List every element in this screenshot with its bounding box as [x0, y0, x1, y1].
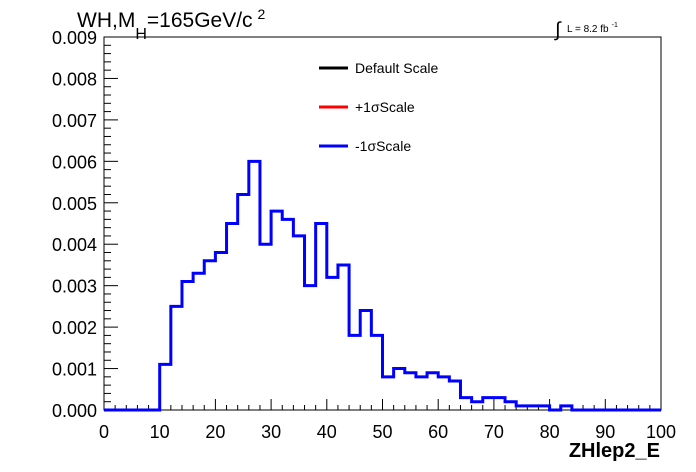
luminosity-integral: ∫ — [554, 19, 562, 41]
x-tick-label: 40 — [317, 422, 337, 442]
legend-label: +1σScale — [355, 99, 415, 115]
y-tick-label: 0.009 — [52, 28, 97, 48]
x-tick-label: 90 — [595, 422, 615, 442]
x-axis-label: ZHlep2_E — [569, 440, 660, 462]
series-line — [104, 159, 661, 412]
y-tick-label: 0.001 — [52, 360, 97, 380]
y-tick-label: 0.006 — [52, 152, 97, 172]
chart-title-rest: =165GeV/c — [147, 9, 253, 32]
x-tick-label: 30 — [261, 422, 281, 442]
series-group — [104, 159, 661, 412]
chart-title: WH,MH=165GeV/c 2 — [77, 6, 266, 43]
axis-ticks — [103, 36, 662, 411]
x-tick-label: 50 — [372, 422, 392, 442]
x-tick-label: 20 — [205, 422, 225, 442]
chart-title-subscript: H — [135, 26, 147, 43]
legend-label: Default Scale — [355, 60, 438, 76]
y-tick-label: 0.002 — [52, 318, 97, 338]
x-tick-label: 0 — [99, 422, 109, 442]
y-tick-label: 0.000 — [52, 401, 97, 421]
luminosity-label: L = 8.2 fb -1 — [567, 22, 618, 35]
luminosity-superscript: -1 — [612, 22, 618, 29]
y-tick-label: 0.004 — [52, 235, 97, 255]
x-tick-label: 60 — [428, 422, 448, 442]
legend-label: -1σScale — [355, 138, 411, 154]
x-tick-label: 80 — [540, 422, 560, 442]
y-tick-label: 0.008 — [52, 69, 97, 89]
y-tick-label: 0.007 — [52, 111, 97, 131]
chart-title-superscript: 2 — [258, 6, 266, 22]
y-tick-label: 0.003 — [52, 277, 97, 297]
x-tick-label: 100 — [646, 422, 676, 442]
y-tick-label: 0.005 — [52, 194, 97, 214]
x-tick-label: 10 — [150, 422, 170, 442]
axis-tick-labels: 0 10 20 30 40 50 60 70 80 90 100 0.000 0.001 0.002 0.0… — [52, 28, 676, 442]
legend: Default Scale +1σScale -1σScale — [319, 60, 438, 154]
x-tick-label: 70 — [484, 422, 504, 442]
